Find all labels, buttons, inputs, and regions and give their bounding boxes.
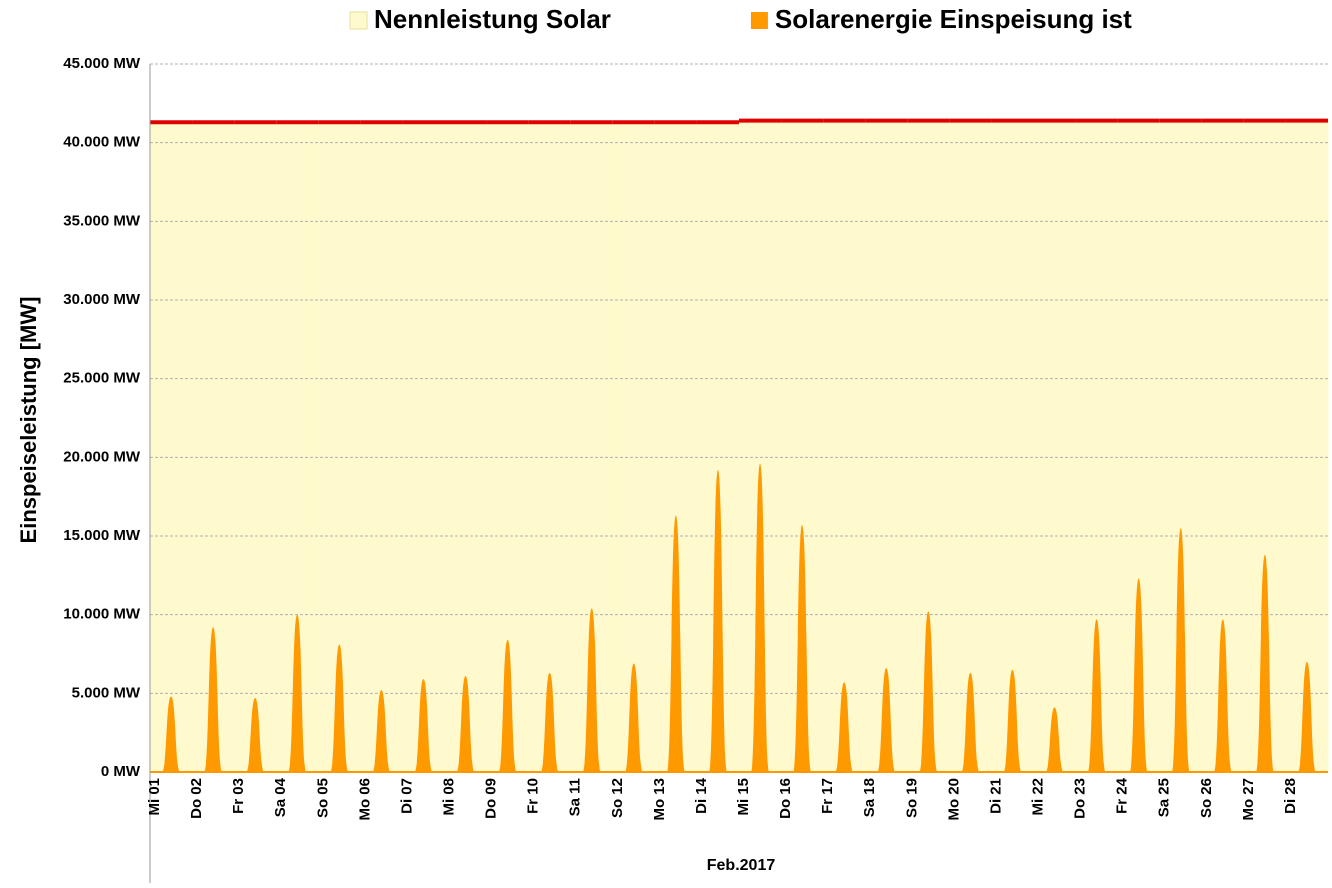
x-tick-label: Mo 27: [1240, 778, 1257, 821]
x-tick-label: So 26: [1198, 778, 1215, 818]
x-axis-title: Feb.2017: [707, 857, 776, 874]
feed-in-peak: [666, 515, 685, 772]
legend-label: Nennleistung Solar: [374, 4, 611, 34]
feed-in-peak: [877, 668, 896, 772]
x-tick-label: Sa 25: [1156, 778, 1173, 817]
x-tick-label: So 05: [314, 778, 331, 818]
feed-in-peak: [1255, 554, 1274, 772]
feed-in-peak: [1171, 528, 1190, 772]
feed-in-peak: [162, 696, 181, 772]
legend-label: Solarenergie Einspeisung ist: [775, 4, 1132, 34]
y-tick-label: 5.000 MW: [72, 684, 141, 701]
feed-in-peak: [498, 639, 517, 772]
x-tick-label: Mo 13: [651, 778, 668, 821]
x-tick-label: Mi 08: [440, 778, 457, 816]
capacity-area: [402, 122, 445, 773]
x-tick-label: Do 02: [188, 778, 205, 819]
capacity-area: [949, 120, 992, 772]
feed-in-peak: [540, 672, 559, 772]
x-tick-label: Mi 22: [1029, 778, 1046, 816]
feed-in-peak: [330, 644, 349, 772]
feed-in-peak: [1297, 661, 1316, 772]
feed-in-peak: [288, 614, 307, 772]
x-tick-label: Fr 24: [1114, 777, 1131, 814]
feed-in-peak: [414, 679, 433, 772]
x-tick-label: Di 07: [398, 778, 415, 814]
x-tick-label: Fr 03: [230, 778, 247, 814]
x-tick-label: Do 16: [777, 778, 794, 819]
x-tick-label: Fr 10: [525, 778, 542, 814]
capacity-area: [360, 122, 403, 773]
feed-in-peak: [1213, 619, 1232, 772]
x-tick-label: Mi 01: [146, 778, 163, 816]
y-tick-label: 15.000 MW: [63, 527, 141, 544]
legend-swatch: [349, 11, 368, 30]
feed-in-peak: [1129, 578, 1148, 772]
legend-swatch: [750, 12, 768, 29]
y-tick-label: 30.000 MW: [63, 291, 141, 308]
feed-in-peak: [1045, 707, 1064, 772]
y-tick-label: 35.000 MW: [63, 212, 141, 229]
feed-in-peak: [204, 627, 223, 772]
capacity-area: [150, 122, 193, 773]
y-tick-label: 40.000 MW: [63, 134, 141, 151]
capacity-area: [865, 120, 908, 772]
feed-in-peak: [835, 682, 854, 772]
x-tick-label: Sa 11: [567, 778, 584, 816]
capacity-area: [991, 120, 1034, 772]
x-tick-label: So 19: [903, 778, 920, 818]
x-tick-label: So 12: [609, 778, 626, 818]
capacity-area: [823, 120, 866, 772]
x-tick-label: Mo 20: [945, 778, 962, 821]
feed-in-peak: [961, 672, 980, 772]
y-tick-label: 45.000 MW: [63, 55, 141, 72]
y-axis-title: Einspeiseleistung [MW]: [16, 297, 41, 544]
feed-in-peak: [456, 676, 475, 772]
x-tick-label: Do 09: [483, 778, 500, 819]
y-tick-label: 25.000 MW: [63, 370, 141, 387]
feed-in-peak: [919, 611, 938, 772]
capacity-area: [234, 122, 277, 773]
feed-in-peak: [582, 608, 601, 772]
x-tick-label: Di 28: [1282, 778, 1299, 814]
feed-in-peak: [1003, 669, 1022, 772]
feed-in-peak: [708, 469, 727, 772]
feed-in-peak: [624, 663, 643, 772]
feed-in-peak: [246, 698, 265, 772]
x-tick-label: Di 21: [987, 778, 1004, 814]
x-tick-label: Sa 18: [861, 778, 878, 817]
x-tick-label: Mo 06: [356, 778, 373, 821]
feed-in-peak: [372, 690, 391, 772]
x-tick-label: Fr 17: [819, 778, 836, 814]
y-tick-label: 20.000 MW: [63, 448, 141, 465]
feed-in-peak: [793, 524, 812, 772]
x-tick-label: Do 23: [1072, 778, 1089, 819]
feed-in-peak: [751, 463, 770, 772]
x-tick-label: Mi 15: [735, 778, 752, 816]
x-tick-label: Di 14: [693, 777, 710, 814]
x-tick-label: Sa 04: [272, 777, 289, 817]
capacity-area: [444, 122, 488, 773]
feed-in-peak: [1087, 619, 1106, 772]
y-tick-label: 10.000 MW: [63, 606, 141, 623]
capacity-area: [528, 122, 572, 773]
y-tick-label: 0 MW: [101, 763, 141, 780]
capacity-area: [1033, 120, 1077, 772]
